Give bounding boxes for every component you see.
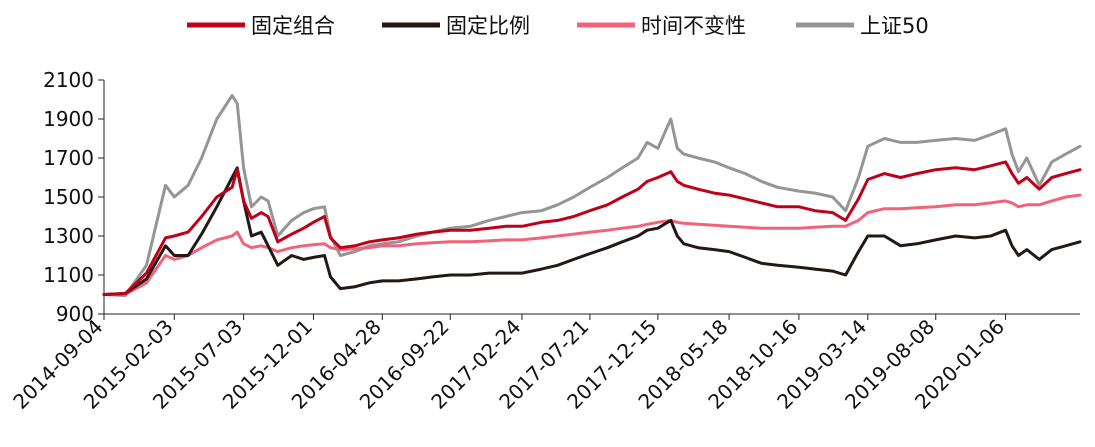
y-axis: 900 1100 1300 1500 1700 1900 2100: [43, 68, 105, 326]
legend-label: 固定组合: [251, 14, 335, 38]
series-line-2: [102, 193, 1082, 296]
y-tick-label: 1900: [43, 107, 94, 131]
y-tick-label: 1300: [43, 224, 94, 248]
legend-label: 上证50: [860, 14, 929, 38]
y-tick-label: 1700: [43, 146, 94, 170]
plot-area: [102, 94, 1082, 297]
x-axis: 2014-09-042015-02-032015-07-032015-12-01…: [8, 313, 1080, 414]
series-line-0: [102, 160, 1082, 296]
legend-label: 固定比例: [446, 14, 530, 38]
legend-label: 时间不变性: [641, 14, 746, 38]
y-tick-label: 1500: [43, 185, 94, 209]
y-tick-label: 900: [56, 302, 94, 326]
series-line-3: [102, 94, 1082, 297]
series-line-1: [102, 166, 1082, 296]
y-tick-label: 1100: [43, 263, 94, 287]
legend: 固定组合 固定比例 时间不变性 上证50: [187, 14, 929, 38]
y-tick-label: 2100: [43, 68, 94, 92]
